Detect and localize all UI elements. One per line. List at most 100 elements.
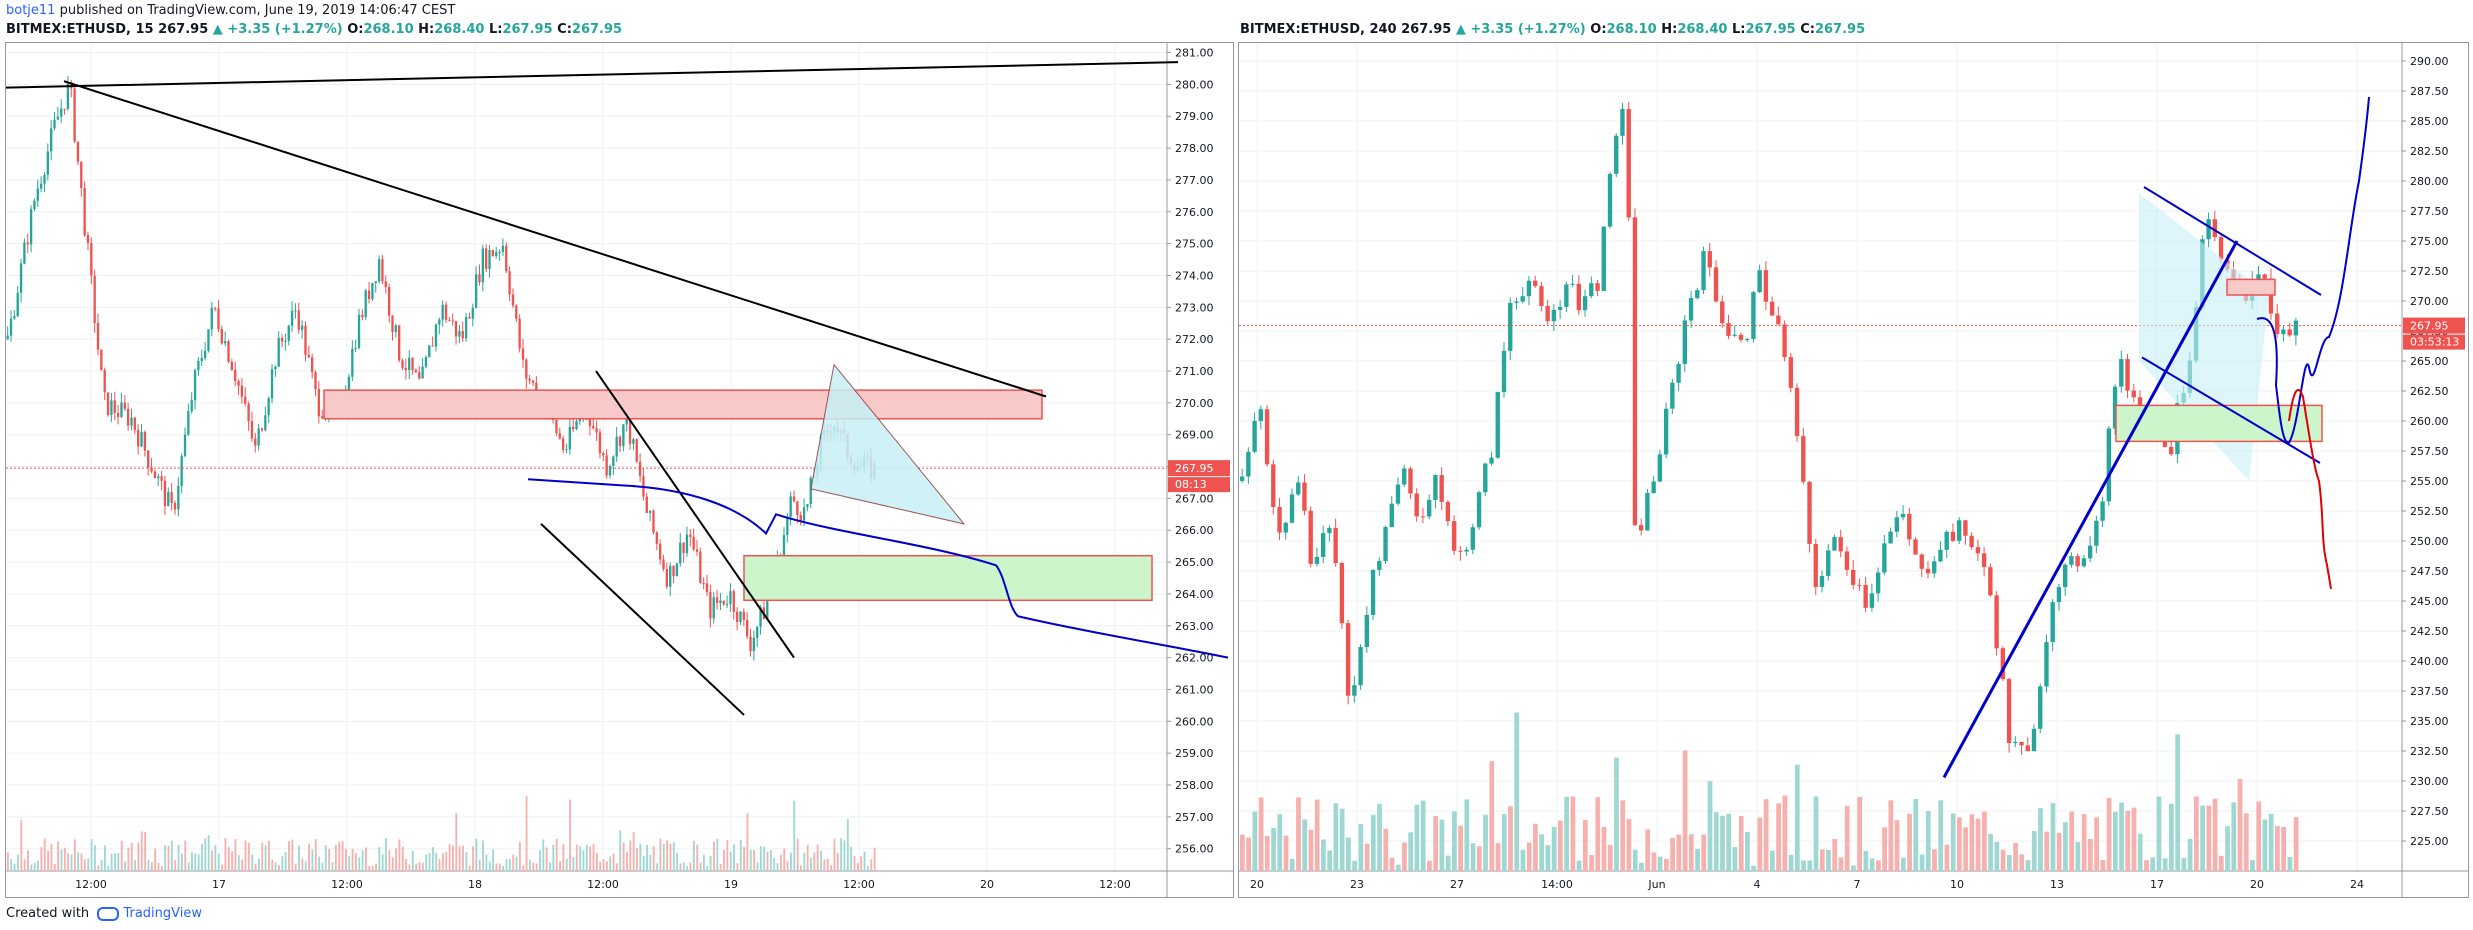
volume-bar bbox=[264, 845, 267, 871]
chart-left-svg[interactable]: 256.00 257.00 258.00 259.00 260.00 261.00 262.… bbox=[5, 43, 1233, 897]
volume-bar bbox=[351, 848, 354, 871]
volume-bar bbox=[164, 845, 167, 871]
volume-bar bbox=[47, 850, 49, 871]
candle-body bbox=[448, 319, 451, 321]
volume-bar bbox=[1508, 806, 1513, 871]
candle-body bbox=[1564, 284, 1569, 307]
candle-body bbox=[786, 516, 789, 536]
volume-bar bbox=[257, 858, 260, 871]
volume-bar bbox=[622, 842, 625, 871]
volume-bar bbox=[552, 844, 555, 871]
chart-panel-left[interactable]: 256.00 257.00 258.00 259.00 260.00 261.00 262.… bbox=[5, 42, 1234, 898]
volume-bar bbox=[83, 859, 86, 871]
volume-bar bbox=[763, 846, 766, 871]
volume-bar bbox=[1732, 846, 1738, 871]
candle-body bbox=[1676, 364, 1681, 383]
countdown-tag bbox=[1168, 477, 1230, 493]
volume-bar bbox=[170, 840, 173, 871]
candle-body bbox=[347, 376, 351, 393]
volume-bar bbox=[1458, 825, 1463, 871]
legend-h-label: H: bbox=[1661, 22, 1678, 37]
candle-body bbox=[1526, 280, 1532, 297]
volume-bar bbox=[50, 844, 53, 871]
chart-panel-right[interactable]: 225.00 227.50 230.00 232.50 235.00 237.50 240.… bbox=[1238, 42, 2469, 898]
volume-bar bbox=[1427, 860, 1432, 871]
candle-body bbox=[444, 304, 448, 320]
volume-bar bbox=[605, 861, 608, 871]
candle-body bbox=[2106, 428, 2112, 502]
volume-bar bbox=[1476, 846, 1482, 871]
volume-bar bbox=[17, 854, 19, 871]
candle-body bbox=[311, 357, 314, 373]
candle-body bbox=[675, 563, 679, 576]
volume-bar bbox=[656, 863, 658, 871]
candle-body bbox=[210, 307, 213, 330]
volume-bar bbox=[114, 853, 116, 871]
candle-body bbox=[468, 317, 471, 319]
candle-body bbox=[555, 419, 558, 434]
candle-body bbox=[789, 496, 792, 517]
candle-body bbox=[137, 429, 140, 447]
volume-bar bbox=[729, 851, 732, 871]
volume-bar bbox=[589, 846, 592, 871]
candle-body bbox=[1314, 556, 1320, 564]
volume-bar bbox=[2262, 819, 2268, 871]
volume-bar bbox=[2025, 860, 2031, 871]
candle-body bbox=[652, 510, 655, 533]
y-tick-label: 257.00 bbox=[1175, 811, 1214, 824]
author-link[interactable]: botje11 bbox=[6, 3, 56, 18]
candle-body bbox=[1420, 516, 1426, 518]
legend-last: 267.95 bbox=[158, 22, 209, 37]
volume-bar bbox=[1283, 835, 1289, 871]
volume-bar bbox=[241, 859, 244, 871]
volume-bar bbox=[334, 844, 337, 871]
volume-bar bbox=[231, 851, 234, 871]
volume-bar bbox=[522, 865, 525, 871]
volume-bar bbox=[304, 861, 307, 871]
candle-body bbox=[2000, 648, 2006, 680]
candle-body bbox=[2287, 329, 2292, 336]
candle-body bbox=[93, 275, 96, 323]
volume-bar bbox=[2275, 826, 2280, 871]
candle-body bbox=[1458, 550, 1463, 552]
volume-bar bbox=[408, 864, 411, 871]
last-price-tag bbox=[1168, 460, 1230, 477]
candle-body bbox=[1545, 306, 1550, 322]
volume-bar bbox=[53, 863, 56, 871]
x-tick-label: 24 bbox=[2350, 878, 2364, 891]
volume-bar bbox=[1240, 834, 1245, 871]
volume-bar bbox=[2243, 813, 2249, 871]
volume-bar bbox=[1688, 834, 1694, 871]
volume-bar bbox=[104, 845, 106, 871]
volume-bar bbox=[425, 854, 428, 871]
volume-bar bbox=[1483, 814, 1488, 871]
volume-bar bbox=[204, 838, 207, 871]
volume-bar bbox=[1582, 819, 1588, 871]
candle-body bbox=[387, 287, 391, 316]
volume-bar bbox=[224, 838, 227, 871]
candle-body bbox=[622, 424, 625, 447]
candle-body bbox=[1776, 315, 1781, 325]
footer-brand[interactable]: TradingView bbox=[123, 906, 202, 921]
volume-bar bbox=[565, 859, 568, 871]
volume-bar bbox=[1639, 862, 1644, 871]
candle-body bbox=[1439, 475, 1444, 502]
volume-bar bbox=[672, 842, 675, 871]
volume-bar bbox=[418, 861, 421, 871]
candle-body bbox=[709, 592, 712, 619]
volume-bar bbox=[706, 865, 709, 871]
y-tick-label: 280.00 bbox=[1175, 78, 1214, 91]
volume-bar bbox=[1695, 848, 1700, 871]
candle-body bbox=[83, 187, 86, 236]
volume-bar bbox=[2019, 854, 2025, 871]
volume-bar bbox=[1844, 805, 1850, 871]
candle-body bbox=[2013, 741, 2018, 744]
candle-body bbox=[53, 119, 56, 129]
candle-body bbox=[1794, 387, 1800, 437]
volume-bar bbox=[569, 799, 571, 871]
chart-right-svg[interactable]: 225.00 227.50 230.00 232.50 235.00 237.50 240.… bbox=[1239, 43, 2468, 897]
x-tick-label: 12:00 bbox=[331, 878, 363, 891]
candle-body bbox=[1532, 280, 1538, 287]
volume-bar bbox=[713, 841, 715, 871]
candle-body bbox=[598, 432, 602, 454]
